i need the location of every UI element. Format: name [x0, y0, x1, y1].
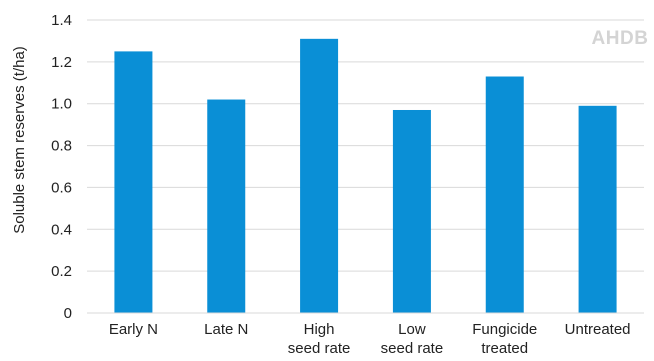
bar	[578, 105, 617, 313]
y-tick-label: 1.2	[51, 54, 72, 71]
x-tick-label: Fungicide	[472, 321, 537, 338]
bar	[114, 51, 153, 314]
bar	[392, 109, 431, 313]
x-tick-label: seed rate	[381, 340, 444, 357]
x-axis-labels: Early N Late N High seed rate Low seed rate Fu…	[109, 321, 631, 357]
x-tick-label: High	[304, 321, 335, 338]
x-tick-label: Low	[398, 321, 426, 338]
bars	[114, 38, 617, 314]
bar	[485, 76, 524, 313]
bar	[300, 38, 339, 313]
y-tick-label: 0.4	[51, 221, 72, 238]
x-tick-label: Untreated	[565, 321, 631, 338]
y-axis-ticks: 0 0.2 0.4 0.6 0.8 1.0 1.2 1.4	[51, 12, 72, 322]
x-tick-label: treated	[481, 340, 528, 357]
y-tick-label: 0	[64, 305, 72, 322]
x-tick-label: Early N	[109, 321, 158, 338]
y-tick-label: 0.2	[51, 263, 72, 280]
y-tick-label: 0.8	[51, 138, 72, 155]
ahdb-watermark: AHDB	[592, 28, 649, 49]
y-tick-label: 1.0	[51, 96, 72, 113]
y-tick-label: 0.6	[51, 179, 72, 196]
y-axis-label: Soluble stem reserves (t/ha)	[11, 46, 28, 234]
y-tick-label: 1.4	[51, 12, 72, 29]
x-tick-label: seed rate	[288, 340, 351, 357]
gridlines	[87, 19, 644, 272]
x-tick-label: Late N	[204, 321, 248, 338]
bar	[207, 99, 246, 314]
